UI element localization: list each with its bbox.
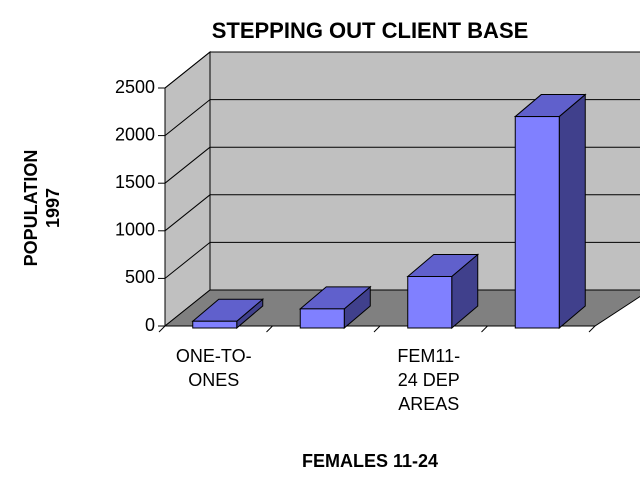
x-tick	[266, 325, 273, 333]
y-tick-label: 1000	[115, 220, 155, 240]
y-axis-label: POPULATION 1997	[21, 150, 63, 267]
chart-title: STEPPING OUT CLIENT BASE	[212, 18, 529, 43]
x-tick	[481, 325, 488, 333]
bar-front	[192, 320, 238, 329]
x-tick-label: FEM11-24 DEP AREAS	[397, 346, 461, 414]
y-tick-label: 2500	[115, 77, 155, 97]
grid-line	[164, 146, 211, 184]
bar-side	[558, 93, 586, 330]
y-axis-label-line: 1997	[43, 188, 63, 228]
bar	[298, 285, 372, 330]
y-axis-label-line: POPULATION	[21, 150, 41, 267]
bar	[406, 253, 480, 330]
x-axis-label: FEMALES 11-24	[302, 451, 438, 471]
bar-front	[299, 308, 345, 329]
x-tick-label: ONE-TO-ONES	[175, 346, 252, 390]
bar-front	[407, 275, 453, 329]
grid-line	[164, 242, 211, 279]
bar	[191, 298, 265, 330]
side-wall	[164, 50, 211, 328]
y-tick-label: 1500	[115, 172, 155, 192]
y-tick-label: 0	[145, 315, 155, 335]
x-tick	[588, 325, 596, 333]
y-tick-label: 500	[125, 267, 155, 287]
x-tick	[158, 325, 166, 333]
grid-line	[164, 194, 211, 232]
grid-line	[164, 51, 211, 89]
grid-line	[164, 99, 211, 136]
bar	[513, 93, 587, 330]
y-tick-label: 2000	[115, 124, 155, 144]
bar-front	[514, 116, 560, 329]
x-tick	[373, 325, 381, 333]
